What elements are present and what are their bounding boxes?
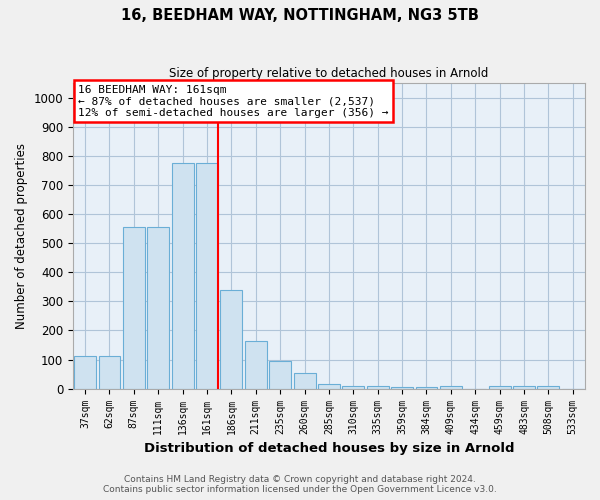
Bar [245, 340, 267, 388]
Bar [488, 386, 511, 388]
Y-axis label: Number of detached properties: Number of detached properties [15, 143, 28, 329]
Text: Contains public sector information licensed under the Open Government Licence v3: Contains public sector information licen… [103, 485, 497, 494]
Bar [367, 386, 389, 388]
Bar [269, 361, 291, 388]
Bar [147, 227, 169, 388]
Title: Size of property relative to detached houses in Arnold: Size of property relative to detached ho… [169, 68, 488, 80]
Bar [196, 163, 218, 388]
Text: Contains HM Land Registry data © Crown copyright and database right 2024.: Contains HM Land Registry data © Crown c… [124, 475, 476, 484]
Bar [293, 372, 316, 388]
Bar [513, 386, 535, 388]
Bar [220, 290, 242, 388]
Bar [318, 384, 340, 388]
Bar [440, 386, 462, 388]
X-axis label: Distribution of detached houses by size in Arnold: Distribution of detached houses by size … [144, 442, 514, 455]
Bar [172, 163, 194, 388]
Bar [74, 356, 96, 388]
Bar [416, 387, 437, 388]
Bar [98, 356, 121, 388]
Bar [538, 386, 559, 388]
Text: 16 BEEDHAM WAY: 161sqm
← 87% of detached houses are smaller (2,537)
12% of semi-: 16 BEEDHAM WAY: 161sqm ← 87% of detached… [78, 84, 389, 118]
Bar [391, 387, 413, 388]
Bar [343, 386, 364, 388]
Text: 16, BEEDHAM WAY, NOTTINGHAM, NG3 5TB: 16, BEEDHAM WAY, NOTTINGHAM, NG3 5TB [121, 8, 479, 22]
Bar [123, 227, 145, 388]
